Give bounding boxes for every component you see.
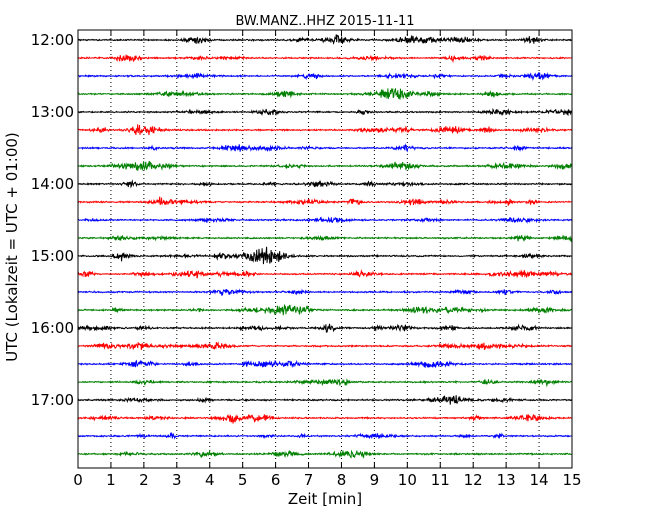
trace-line <box>77 268 573 279</box>
trace-line <box>77 377 573 388</box>
trace-line <box>77 413 573 424</box>
x-tick-label: 4 <box>205 471 215 489</box>
trace-line <box>77 216 573 224</box>
x-tick-label: 8 <box>337 471 347 489</box>
trace-line <box>77 304 573 316</box>
x-tick-label: 1 <box>106 471 116 489</box>
trace-line <box>77 449 573 459</box>
y-tick-label: 13:00 <box>31 103 74 121</box>
x-axis-ticks: 0 1 2 3 4 5 6 7 8 9 10 11 12 13 14 15 <box>73 30 582 489</box>
x-tick-label: 3 <box>172 471 182 489</box>
trace-line <box>77 108 573 117</box>
trace-line <box>77 359 572 369</box>
trace-line <box>77 246 573 265</box>
trace-line <box>77 124 573 136</box>
trace-line <box>77 341 573 351</box>
vertical-gridlines <box>110 30 540 468</box>
x-tick-label: 9 <box>370 471 380 489</box>
plot-frame <box>77 29 573 469</box>
y-tick-label: 16:00 <box>31 319 74 337</box>
y-tick-label: 15:00 <box>31 247 74 265</box>
y-axis-label: UTC (Lokalzeit = UTC + 01:00) <box>3 132 21 362</box>
x-tick-label: 15 <box>562 471 581 489</box>
x-tick-label: 12 <box>464 471 483 489</box>
x-tick-label: 11 <box>431 471 450 489</box>
trace-line <box>77 323 573 334</box>
x-tick-label: 10 <box>398 471 417 489</box>
trace-line <box>77 54 573 63</box>
chart-title: BW.MANZ..HHZ 2015-11-11 <box>235 14 414 29</box>
x-tick-label: 6 <box>271 471 281 489</box>
x-axis-label: Zeit [min] <box>288 490 362 508</box>
trace-line <box>77 72 573 82</box>
trace-line <box>77 288 573 297</box>
trace-line <box>77 143 573 153</box>
trace-line <box>77 160 573 172</box>
trace-line <box>77 234 573 243</box>
seismogram-traces <box>77 34 573 459</box>
trace-line <box>77 431 573 440</box>
x-tick-label: 2 <box>139 471 149 489</box>
x-tick-label: 13 <box>497 471 516 489</box>
trace-line <box>77 87 573 100</box>
trace-line <box>77 196 573 206</box>
trace-line <box>77 34 573 45</box>
y-axis-ticks: 12:00 13:00 14:00 15:00 16:00 17:00 <box>31 31 572 409</box>
y-tick-label: 14:00 <box>31 175 74 193</box>
y-tick-label: 12:00 <box>31 31 74 49</box>
x-tick-label: 7 <box>304 471 314 489</box>
trace-line <box>78 179 573 189</box>
y-tick-label: 17:00 <box>31 391 74 409</box>
x-tick-label: 5 <box>238 471 248 489</box>
x-tick-label: 14 <box>530 471 549 489</box>
x-tick-label: 0 <box>73 471 83 489</box>
trace-line <box>77 395 573 405</box>
